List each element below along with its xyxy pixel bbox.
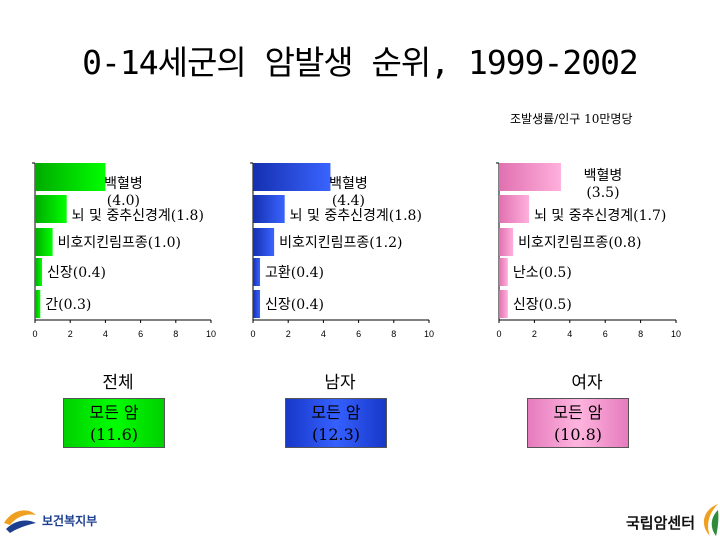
total-label: 모든 암 [311, 403, 361, 422]
total-value: (11.6) [89, 425, 139, 444]
x-tick-label: 6 [603, 329, 608, 339]
bar [253, 258, 261, 286]
ministry-emblem-icon [4, 510, 36, 533]
x-tick-label: 8 [638, 329, 643, 339]
bar [253, 163, 331, 191]
total-value: (10.8) [553, 425, 603, 444]
bar-label: 신장(0.4) [265, 297, 324, 313]
bar-label: 신장(0.5) [513, 297, 572, 313]
bar-label: 뇌 및 중추신경계(1.8) [72, 208, 204, 224]
total-box-female: 모든 암 (10.8) [527, 398, 629, 448]
bar-label: 고환(0.4) [265, 265, 324, 281]
cancer-center-logo: 국립암센터 [622, 500, 720, 540]
x-tick-label: 0 [496, 329, 501, 339]
total-box-male: 모든 암 (12.3) [285, 398, 387, 448]
x-tick-label: 2 [68, 329, 73, 339]
cancer-center-logo-text: 국립암센터 [626, 514, 696, 532]
bar [499, 163, 561, 191]
total-value: (12.3) [311, 425, 361, 444]
x-tick-label: 2 [286, 329, 291, 339]
ministry-logo: 보건복지부 [2, 505, 122, 535]
bar-label: 비호지킨림프종(0.8) [518, 235, 641, 251]
x-tick-label: 8 [391, 329, 396, 339]
x-tick-label: 2 [532, 329, 537, 339]
bar-label: 비호지킨림프종(1.2) [279, 235, 402, 251]
x-tick-label: 0 [250, 329, 255, 339]
bar [499, 258, 508, 286]
bar [499, 195, 530, 223]
bar [35, 228, 53, 256]
unit-note: 조발생률/인구 10만명당 [510, 112, 633, 126]
panel-title-total: 전체 [102, 373, 134, 393]
bar-label: 뇌 및 중추신경계(1.8) [290, 208, 422, 224]
bar [35, 290, 41, 318]
bar [253, 228, 275, 256]
bar-label: 간(0.3) [45, 297, 91, 313]
x-tick-label: 6 [356, 329, 361, 339]
cancer-center-emblem-icon [703, 504, 719, 536]
bar [253, 195, 285, 223]
x-tick-label: 10 [671, 329, 681, 339]
bar [499, 228, 514, 256]
bar-label: 백혈병 (4.4) [329, 176, 368, 209]
ministry-logo-text: 보건복지부 [42, 514, 98, 528]
bar [35, 258, 43, 286]
total-label: 모든 암 [89, 403, 139, 422]
x-tick-label: 10 [424, 329, 434, 339]
bar [253, 290, 261, 318]
x-tick-label: 6 [138, 329, 143, 339]
total-box-all: 모든 암 (11.6) [63, 398, 165, 448]
page-title: 0-14세군의 암발생 순위, 1999-2002 [82, 43, 639, 82]
x-tick-label: 0 [32, 329, 37, 339]
bar [35, 163, 106, 191]
x-tick-label: 8 [173, 329, 178, 339]
bar-label: 비호지킨림프종(1.0) [58, 235, 181, 251]
x-tick-label: 4 [103, 329, 108, 339]
panel-title-male: 남자 [324, 373, 356, 393]
panel-title-female: 여자 [571, 373, 603, 393]
x-tick-label: 4 [321, 329, 326, 339]
bar [35, 195, 67, 223]
bar-label: 백혈병 (3.5) [584, 168, 623, 201]
bar-label: 난소(0.5) [513, 265, 572, 281]
total-label: 모든 암 [553, 403, 603, 422]
bar-label: 뇌 및 중추신경계(1.7) [534, 208, 666, 224]
x-tick-label: 10 [206, 329, 216, 339]
bar-label: 신장(0.4) [47, 265, 106, 281]
bar [499, 290, 508, 318]
x-tick-label: 4 [567, 329, 572, 339]
bar-label: 백혈병 (4.0) [104, 176, 143, 209]
